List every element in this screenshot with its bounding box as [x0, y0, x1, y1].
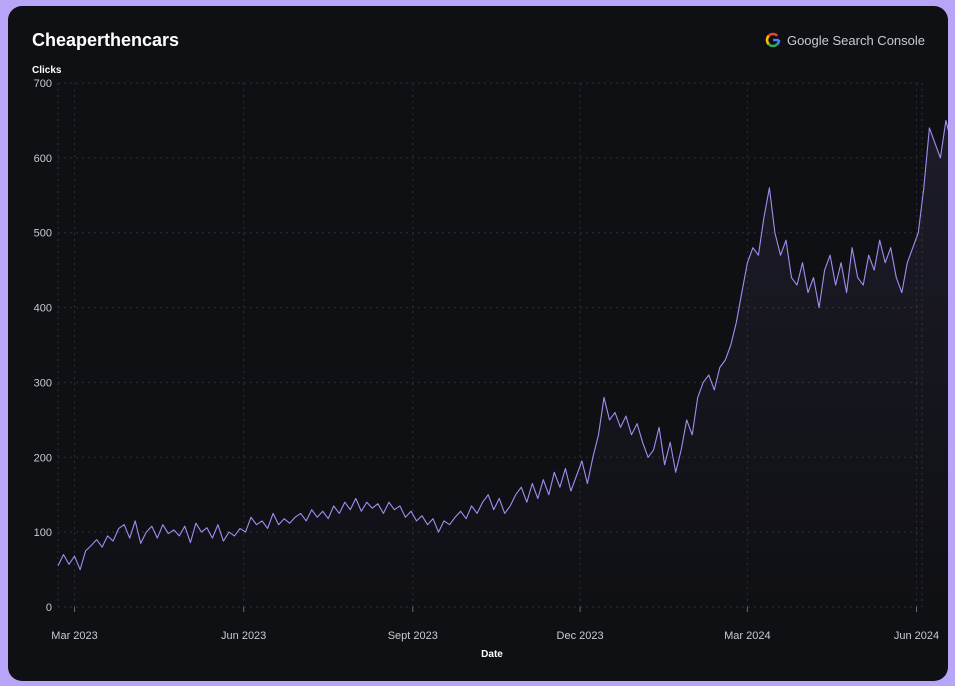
y-tick-label: 500: [34, 228, 52, 240]
x-tick-label: Sept 2023: [388, 630, 438, 642]
x-tick-label: Jun 2024: [894, 630, 939, 642]
source-badge: Google Search Console: [765, 32, 925, 48]
series-area: [58, 120, 948, 607]
y-tick-label: 300: [34, 377, 52, 389]
y-tick-label: 100: [34, 527, 52, 539]
y-axis-title: Clicks: [32, 65, 62, 76]
x-tick-label: Mar 2024: [724, 630, 770, 642]
y-tick-labels: 0 100 200 300 400 500 600 700: [34, 78, 52, 614]
clicks-line-chart: Clicks Date 0 100 200 300 400 500 600 700 Mar 2…: [32, 65, 948, 660]
y-tick-label: 600: [34, 153, 52, 165]
series-line: [57, 119, 948, 571]
x-tick-labels: Mar 2023 Jun 2023 Sept 2023 Dec 2023 Mar 202…: [51, 630, 939, 642]
source-label: Google Search Console: [786, 32, 925, 48]
x-tick-label: Mar 2023: [51, 630, 97, 642]
chart-title: Cheaperthencars: [32, 30, 180, 50]
x-tick-label: Dec 2023: [557, 630, 604, 642]
chart-card: Cheaperthencars Google Search Console Cl…: [8, 6, 948, 681]
y-tick-label: 200: [34, 452, 52, 464]
x-axis-title: Date: [481, 649, 503, 660]
y-tick-label: 700: [34, 78, 52, 90]
y-tick-label: 400: [34, 303, 52, 315]
x-tick-label: Jun 2023: [221, 630, 266, 642]
y-tick-label: 0: [46, 602, 52, 614]
google-icon: [765, 32, 781, 48]
